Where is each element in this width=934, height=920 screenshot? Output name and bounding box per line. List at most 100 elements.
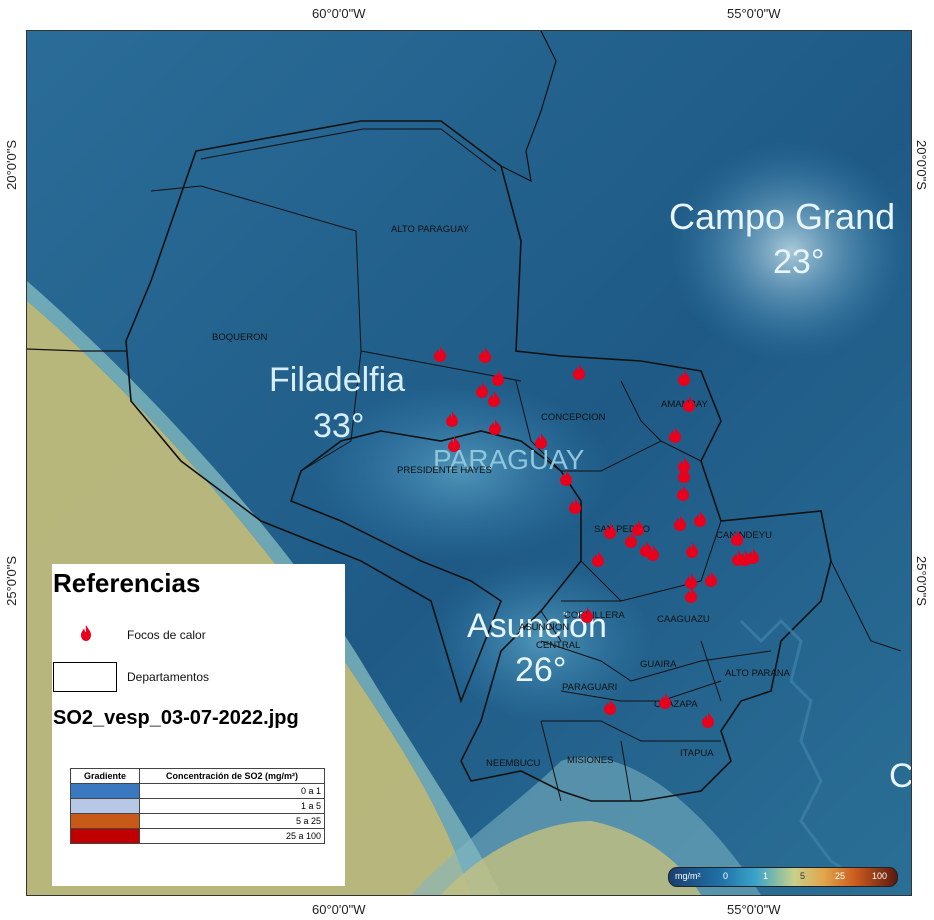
fire-icon: [685, 573, 697, 589]
city-label-filadelfia: Filadelfia: [269, 361, 405, 399]
dept-label-neembucu: NEEMBUCU: [486, 758, 541, 769]
fire-icon: [705, 571, 717, 587]
gradient-row: 0 a 1: [70, 783, 325, 799]
neighbor-border-east: [830, 560, 902, 652]
dept-label-caaguazu: CAAGUAZU: [657, 614, 710, 625]
dept-label-asuncion: ASUNCION: [519, 622, 569, 633]
dept-label-caazapa: CAAZAPA: [654, 699, 698, 710]
concentration-header: Concentración de SO2 (mg/m²): [139, 768, 325, 784]
scale-tick: 100: [872, 871, 888, 881]
fire-icon: [569, 498, 581, 514]
dept-label-guaira: GUAIRA: [640, 659, 677, 670]
dept-label-boqueron: BOQUERON: [212, 332, 268, 343]
parana-river: [739, 618, 862, 883]
dept-label-presidente-hayes: PRESIDENTE HAYES: [397, 465, 492, 476]
gradient-swatch: [70, 828, 140, 844]
fire-icon: [702, 712, 714, 728]
dept-label-concepcion: CONCEPCION: [541, 412, 606, 423]
fire-icon: [678, 467, 690, 483]
fire-icon: [446, 411, 458, 427]
fire-icon: [581, 607, 593, 623]
lon-label-top-60w: 60°0'0"W: [312, 6, 366, 21]
dept-label-cordillera: CORDILLERA: [564, 610, 625, 621]
fire-icon: [747, 548, 759, 564]
legend-department-label: Departamentos: [127, 670, 210, 684]
fire-icon: [492, 370, 504, 386]
gradient-value: 25 a 100: [139, 828, 325, 844]
dept-label-paraguari: PARAGUARI: [562, 682, 617, 693]
fire-icon: [476, 382, 488, 398]
neighbor-border-west: [27, 348, 126, 352]
fire-icon: [625, 532, 637, 548]
gradient-value: 1 a 5: [139, 798, 325, 814]
city-label-campo-grande: Campo Grand: [669, 196, 895, 237]
lat-label-right-20s: 20°0'0"S: [914, 140, 929, 190]
fire-icon: [659, 693, 671, 709]
gradient-table: Gradiente Concentración de SO2 (mg/m²) 0…: [70, 768, 325, 844]
fire-icon: [488, 391, 500, 407]
paraguay-glow: [311, 381, 611, 561]
lat-label-left-20s: 20°0'0"S: [4, 140, 19, 190]
fire-icon: [81, 625, 91, 641]
legend-fire-label: Focos de calor: [127, 628, 206, 642]
fire-icon: [434, 346, 446, 362]
temp-label-filadelfia: 33°: [313, 407, 364, 445]
fire-icon: [674, 515, 686, 531]
fire-icon: [694, 511, 706, 527]
paraguay-border: [125, 120, 832, 802]
scale-tick: 0: [723, 871, 729, 881]
gradient-row: 5 a 25: [70, 813, 325, 829]
paraguay-border-inner: [200, 128, 497, 172]
lon-label-bottom-55w: 55°0'0"W: [727, 902, 781, 917]
temp-label-asuncion: 26°: [515, 651, 566, 689]
edge-city-letter: C: [889, 757, 911, 795]
gradient-swatch: [70, 783, 140, 799]
dept-label-alto-parana: ALTO PARANA: [725, 668, 791, 679]
fire-icon: [647, 545, 659, 561]
gradient-row: 1 a 5: [70, 798, 325, 814]
fire-icon: [683, 396, 695, 412]
fire-icon: [685, 587, 697, 603]
department-borders: [150, 185, 772, 802]
lat-label-left-25s: 25°0'0"S: [4, 556, 19, 606]
legend-title: Referencias: [53, 568, 201, 598]
fire-icon: [479, 347, 491, 363]
lon-label-bottom-60w: 60°0'0"W: [312, 902, 366, 917]
legend-file-name: SO2_vesp_03-07-2022.jpg: [53, 707, 299, 729]
fire-icon: [573, 364, 585, 380]
fire-icon: [669, 427, 681, 443]
dept-label-central: CENTRAL: [536, 640, 580, 651]
fire-icon: [686, 542, 698, 558]
fire-icon: [560, 470, 572, 486]
fire-icon: [678, 370, 690, 386]
scale-tick: 5: [800, 871, 806, 881]
color-scale-bar: mg/m² 0 1 5 25 100: [668, 867, 898, 887]
dept-label-alto-paraguay: ALTO PARAGUAY: [391, 224, 470, 235]
gradient-value: 5 a 25: [139, 813, 325, 829]
fire-icon: [592, 551, 604, 567]
dept-label-itapua: ITAPUA: [680, 748, 714, 759]
scale-unit: mg/m²: [675, 871, 701, 881]
scale-tick: 1: [763, 871, 769, 881]
fire-icon: [604, 523, 616, 539]
neighbor-border-north: [500, 31, 557, 183]
sand-bottom: [441, 821, 701, 895]
temp-label-campo-grande: 23°: [773, 243, 824, 281]
dept-label-san-pedro: SAN PEDRO: [594, 524, 650, 535]
fire-icon: [604, 699, 616, 715]
gradient-swatch: [70, 813, 140, 829]
campo-grande-glow: [671, 141, 911, 361]
fire-icon: [632, 520, 644, 536]
legend-panel: Referencias Focos de calor Departamentos…: [52, 564, 345, 886]
fire-icon: [677, 485, 689, 501]
gradient-header: Gradiente: [70, 768, 140, 784]
gradient-swatch: [70, 798, 140, 814]
sand-halo: [27, 281, 501, 895]
fire-icon: [678, 457, 690, 473]
dept-label-canindeyu: CANINDEYU: [716, 530, 772, 541]
fire-icon: [489, 419, 501, 435]
lon-label-top-55w: 55°0'0"W: [727, 6, 781, 21]
scale-tick: 25: [835, 871, 846, 881]
fire-markers: [434, 346, 759, 728]
fire-icon: [448, 436, 460, 452]
